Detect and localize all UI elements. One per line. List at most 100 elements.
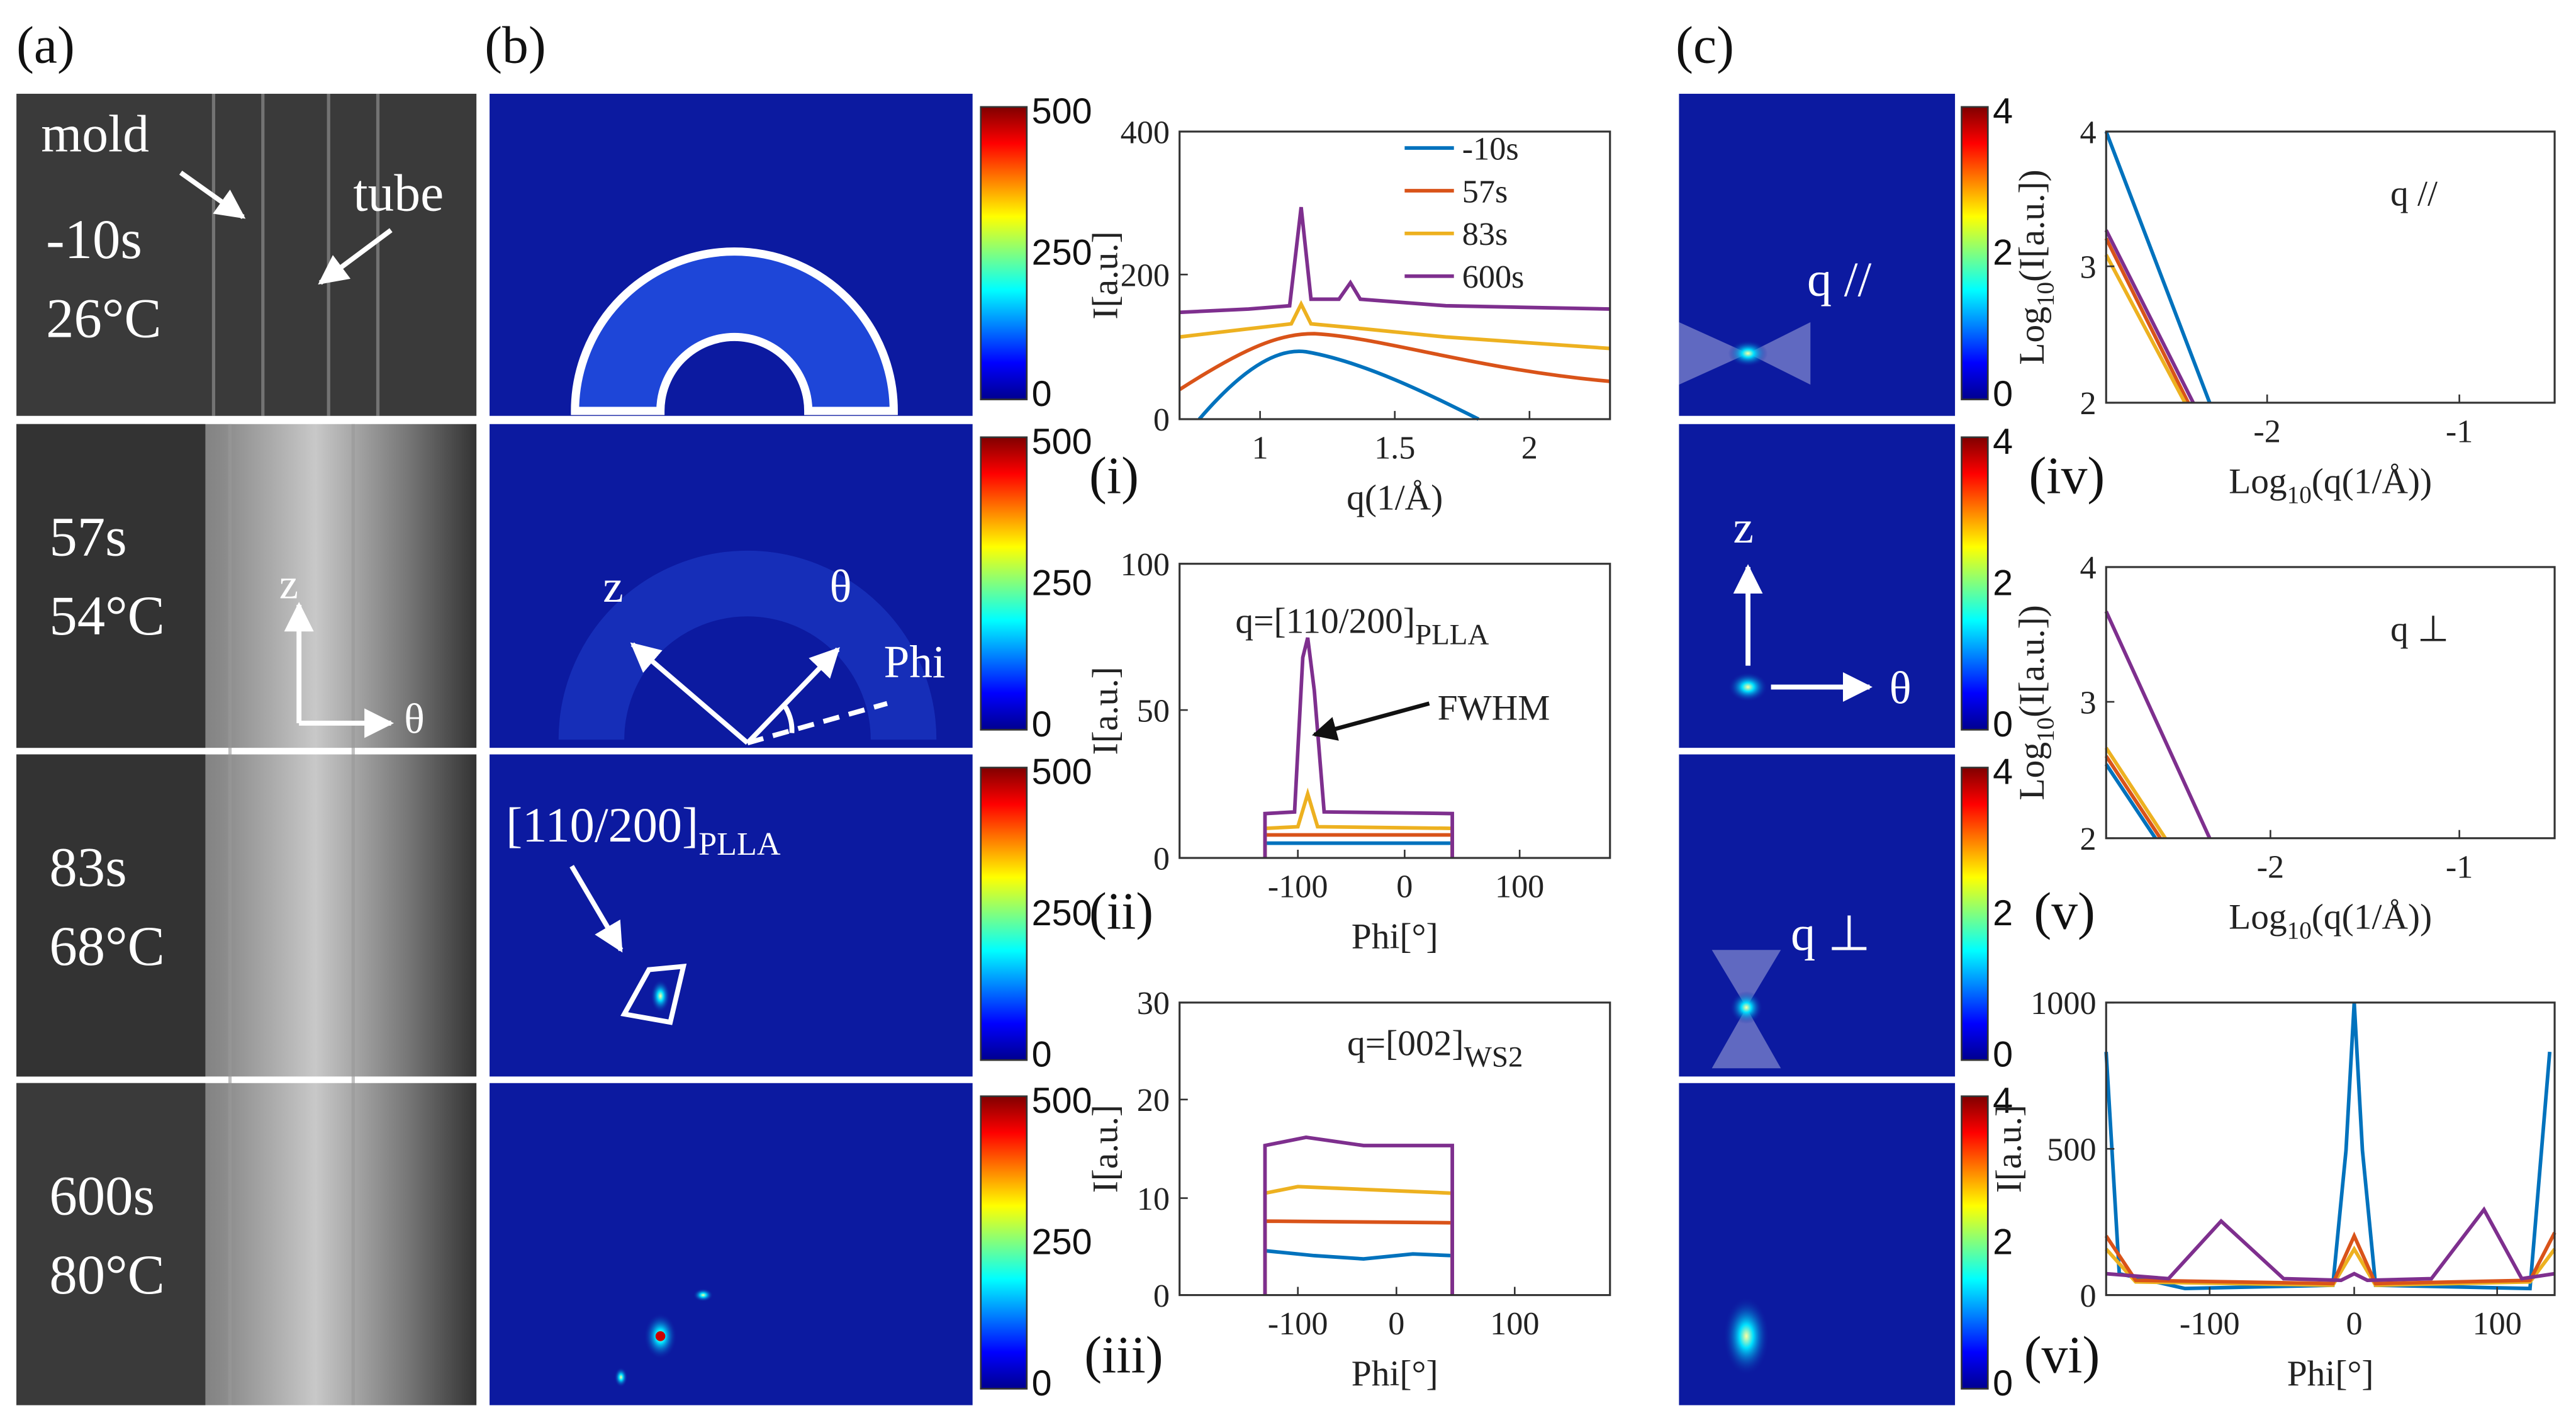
text-part: Log	[2229, 461, 2287, 501]
panel-label: (iv)	[2029, 447, 2105, 505]
axes-frame	[2105, 1001, 2556, 1297]
annotation: tube	[353, 164, 444, 222]
colorbar	[980, 767, 1028, 1061]
colorbar	[1961, 1095, 1989, 1390]
text-part: I[a.u.]	[1085, 231, 1125, 319]
x-tick-label: -100	[1268, 869, 1328, 905]
colorbar-label: 0	[1993, 704, 2013, 745]
x-tick-label: 1	[1252, 430, 1268, 466]
panel-labels: (a) (b) (c)	[16, 16, 1734, 74]
colorbar	[980, 1095, 1028, 1390]
colorbar-label: 250	[1032, 1222, 1092, 1262]
colorbar-label: 0	[1993, 1363, 2013, 1404]
y-axis-label: Log10(I[a.u.])	[2012, 169, 2059, 364]
text-part: 10	[2032, 718, 2059, 742]
axis-label: θ	[830, 561, 852, 612]
colorbar-label: 4	[1993, 1081, 2013, 1121]
y-tick-label: 1000	[2030, 985, 2096, 1022]
text-part: Log	[2012, 307, 2052, 365]
legend-label: 83s	[1462, 216, 1508, 252]
colorbar-label: 2	[1993, 1222, 2013, 1262]
x-tick-label: 1.5	[1374, 430, 1415, 466]
image	[16, 93, 477, 416]
annotation: q //	[1807, 252, 1871, 307]
panel-a: mold tube z θ	[16, 93, 477, 1405]
x-tick-label: -100	[1268, 1305, 1328, 1342]
time-temp: 600s	[49, 1166, 155, 1227]
y-tick-label: 500	[2047, 1131, 2096, 1168]
y-tick-label: 4	[2080, 114, 2096, 150]
annotation: [110/200]PLLA	[506, 797, 781, 862]
colorbar-label: 4	[1993, 91, 2013, 132]
time-temp: 54°C	[49, 585, 164, 647]
axes-frame	[2105, 566, 2556, 840]
text-part: 10	[2032, 282, 2059, 307]
axis-label: θ	[1890, 663, 1912, 714]
plot-title: q=[002]WS2	[1347, 1023, 1523, 1073]
text-part: (I[a.u.])	[2012, 605, 2052, 718]
x-axis-label: Log10(q(1/Å))	[2229, 461, 2432, 509]
time-temp: 83s	[49, 836, 126, 898]
time-temp: 26°C	[46, 288, 161, 349]
y-tick-label: 20	[1137, 1082, 1170, 1118]
colorbar-label: 2	[1993, 233, 2013, 273]
colorbar-label: 250	[1032, 893, 1092, 933]
x-tick-label: 2	[1521, 430, 1538, 466]
y-tick-label: 4	[2080, 549, 2096, 586]
panel-label: (a)	[16, 16, 75, 74]
image	[1679, 424, 1956, 748]
y-tick-label: 0	[2080, 1278, 2096, 1314]
text-part: WS2	[1464, 1041, 1523, 1074]
plot-title: q ⊥	[2390, 609, 2449, 649]
text-part: (q(1/Å))	[2312, 897, 2432, 937]
panel-label: (b)	[484, 16, 546, 74]
panel-label: (i)	[1089, 447, 1139, 505]
colorbar	[1961, 436, 1989, 731]
colorbar	[1961, 106, 1989, 400]
colorbar-label: 500	[1032, 91, 1092, 132]
time-temp: 80°C	[49, 1244, 164, 1306]
colorbar-label: 2	[1993, 563, 2013, 603]
y-tick-label: 100	[1121, 546, 1170, 583]
colorbar-label: 0	[1032, 374, 1052, 414]
x-axis-label: Phi[°]	[1352, 917, 1438, 957]
y-tick-label: 0	[1153, 840, 1170, 877]
y-tick-label: 400	[1121, 114, 1170, 150]
annotation: q ⊥	[1791, 906, 1871, 960]
x-tick-label: 100	[2473, 1305, 2522, 1342]
panel-b: z θ Phi [110/200]PLLA	[490, 93, 973, 1405]
x-tick-label: 0	[1388, 1305, 1404, 1342]
colorbar-label: 0	[1032, 1035, 1052, 1075]
y-axis-label: Log10(I[a.u.])	[2012, 605, 2059, 800]
colorbar-label: 500	[1032, 422, 1092, 462]
colorbar-label: 0	[1993, 374, 2013, 414]
time-temp: -10s	[46, 209, 142, 271]
axis-label: θ	[404, 696, 425, 743]
x-axis-label: q(1/Å)	[1347, 478, 1443, 518]
image	[1679, 754, 1956, 1077]
text-part: Phi[°]	[2287, 1354, 2374, 1394]
curves	[1179, 130, 2556, 1295]
y-tick-label: 30	[1137, 985, 1170, 1022]
y-axis-label: I[a.u.]	[1085, 667, 1125, 755]
colorbar	[980, 106, 1028, 400]
text-part: PLLA	[1415, 619, 1489, 651]
text-part: Log	[2012, 742, 2052, 801]
x-axis-label: Log10(q(1/Å))	[2229, 897, 2432, 944]
annotation-text: [110/200]	[506, 797, 698, 852]
panel-c: z θ q // q ⊥	[1679, 93, 1956, 1405]
image	[1679, 1083, 1956, 1405]
text-part: Phi[°]	[1352, 917, 1438, 957]
text-part: q=[110/200]	[1235, 601, 1415, 641]
plot-title: q //	[2390, 174, 2438, 214]
text-part: q(1/Å)	[1347, 478, 1443, 518]
axis-label: z	[603, 561, 623, 612]
x-tick-label: -100	[2180, 1305, 2240, 1342]
text-part: I[a.u.]	[1989, 1105, 2029, 1193]
x-tick-label: 100	[1495, 869, 1544, 905]
legend-label: 57s	[1462, 173, 1508, 210]
y-axis-label: I[a.u.]	[1989, 1105, 2029, 1193]
y-tick-label: 200	[1121, 257, 1170, 293]
colorbar-label: 250	[1032, 233, 1092, 273]
